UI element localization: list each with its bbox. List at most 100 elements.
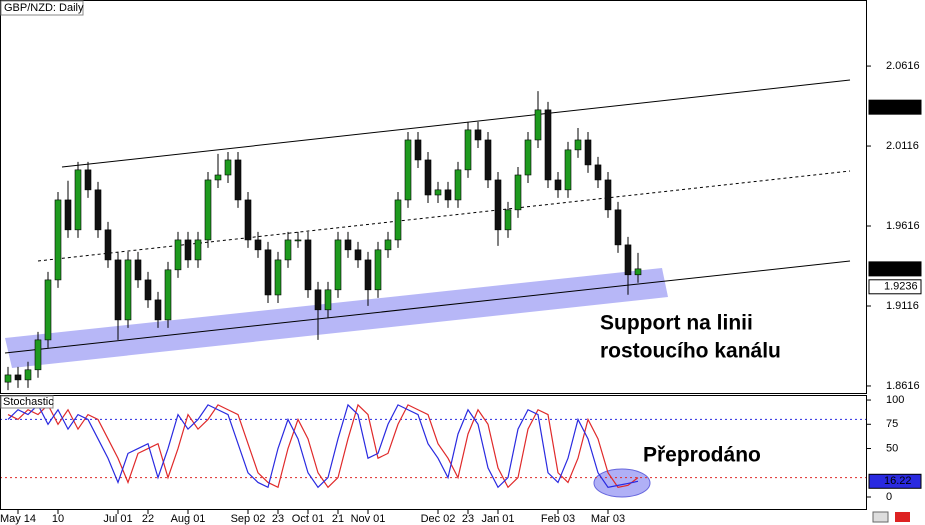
x-tick-label: 23 — [462, 513, 474, 525]
candle-body — [224, 159, 232, 176]
candle-body — [484, 139, 492, 181]
value-marker — [868, 261, 922, 277]
candle-body — [264, 249, 272, 296]
candle-body — [614, 209, 622, 246]
candle-body — [44, 279, 52, 341]
candle-body — [14, 374, 22, 381]
y-tick-label: 2.0116 — [886, 140, 919, 152]
candle-body — [354, 249, 362, 261]
x-tick-label: 21 — [332, 513, 344, 525]
x-tick-label: Aug 01 — [171, 513, 206, 525]
indicator-title-box — [0, 395, 54, 409]
candle-body — [514, 174, 522, 211]
candle-body — [154, 299, 162, 321]
candle-body — [4, 374, 12, 383]
candle-body — [374, 249, 382, 291]
y-tick-label: 2.0616 — [886, 60, 920, 72]
candle-body — [424, 159, 432, 196]
candle-body — [584, 139, 592, 166]
candle-body — [594, 164, 602, 181]
close-icon[interactable] — [895, 512, 910, 522]
stochastic-line — [7, 403, 639, 489]
y-tick-label: 0 — [886, 491, 892, 503]
channel-mid — [37, 170, 851, 262]
candle-body — [64, 199, 72, 231]
annotation-line: Support na linii — [600, 312, 753, 335]
candle-body — [394, 199, 402, 241]
candle-body — [624, 244, 632, 276]
candle-body — [344, 239, 352, 251]
x-tick-label: 23 — [272, 513, 284, 525]
candle-body — [524, 139, 532, 176]
candle-body — [534, 109, 542, 141]
x-tick-label: Mar 03 — [591, 513, 625, 525]
support-band — [5, 268, 668, 368]
x-tick-label: Nov 01 — [351, 513, 386, 525]
candle-body — [464, 129, 472, 171]
x-tick-label: Feb 03 — [541, 513, 575, 525]
candle-body — [54, 199, 62, 281]
candle-body — [184, 239, 192, 261]
candle-body — [194, 239, 202, 261]
candle-body — [84, 169, 92, 191]
candle-body — [234, 159, 242, 201]
x-tick-label: Jan 01 — [481, 513, 514, 525]
candle-body — [94, 189, 102, 231]
x-tick-label: Sep 02 — [231, 513, 266, 525]
candle-body — [414, 139, 422, 161]
value-marker-label: 1.9236 — [884, 281, 918, 293]
value-marker — [868, 99, 922, 115]
candle-body — [604, 179, 612, 211]
oversold-highlight — [593, 468, 651, 498]
candle-body — [174, 239, 182, 271]
candle-body — [254, 239, 262, 251]
candle-body — [544, 109, 552, 181]
candle-body — [124, 259, 132, 321]
candle-body — [494, 179, 502, 231]
y-tick-label: 1.9116 — [886, 300, 919, 312]
stochastic-line — [7, 403, 639, 489]
title-box — [0, 0, 84, 16]
value-marker-label: 16.22 — [884, 475, 912, 487]
candle-body — [564, 149, 572, 191]
candle-body — [634, 268, 642, 276]
channel-top — [61, 79, 851, 168]
value-marker — [868, 279, 922, 295]
candle-body — [434, 189, 442, 196]
candle-body — [314, 289, 322, 311]
candle-body — [144, 279, 152, 301]
candle-body — [554, 179, 562, 191]
candle-body — [454, 169, 462, 201]
candle-body — [574, 139, 582, 151]
candle-body — [134, 259, 142, 281]
candle-body — [444, 189, 452, 201]
candle-body — [324, 289, 332, 311]
value-marker-label: 1.9348 — [884, 263, 918, 275]
candle-body — [474, 129, 482, 141]
value-marker-label: 2.0359 — [884, 101, 918, 113]
chart-title: GBP/NZD: Daily — [4, 2, 84, 14]
x-tick-label: Oct 01 — [292, 513, 324, 525]
candle-body — [274, 259, 282, 296]
stochastic-panel-frame — [0, 395, 867, 510]
candle-body — [304, 239, 312, 291]
x-tick-label: Jul 01 — [103, 513, 132, 525]
channel-bottom — [4, 260, 851, 354]
value-marker — [868, 473, 922, 489]
candle-body — [74, 169, 82, 231]
annotation-line: rostoucího kanálu — [600, 340, 781, 363]
x-tick-label: 10 — [52, 513, 64, 525]
y-tick-label: 1.9616 — [886, 220, 920, 232]
y-tick-label: 50 — [886, 442, 898, 454]
candle-body — [164, 269, 172, 321]
candle-body — [504, 209, 512, 231]
candle-body — [244, 199, 252, 241]
y-tick-label: 75 — [886, 418, 898, 430]
scroll-icon[interactable] — [872, 511, 889, 523]
candle-body — [364, 259, 372, 291]
candle-body — [334, 239, 342, 291]
candle-body — [284, 239, 292, 261]
y-tick-label: 1.8616 — [886, 380, 920, 392]
candle-body — [294, 239, 302, 242]
